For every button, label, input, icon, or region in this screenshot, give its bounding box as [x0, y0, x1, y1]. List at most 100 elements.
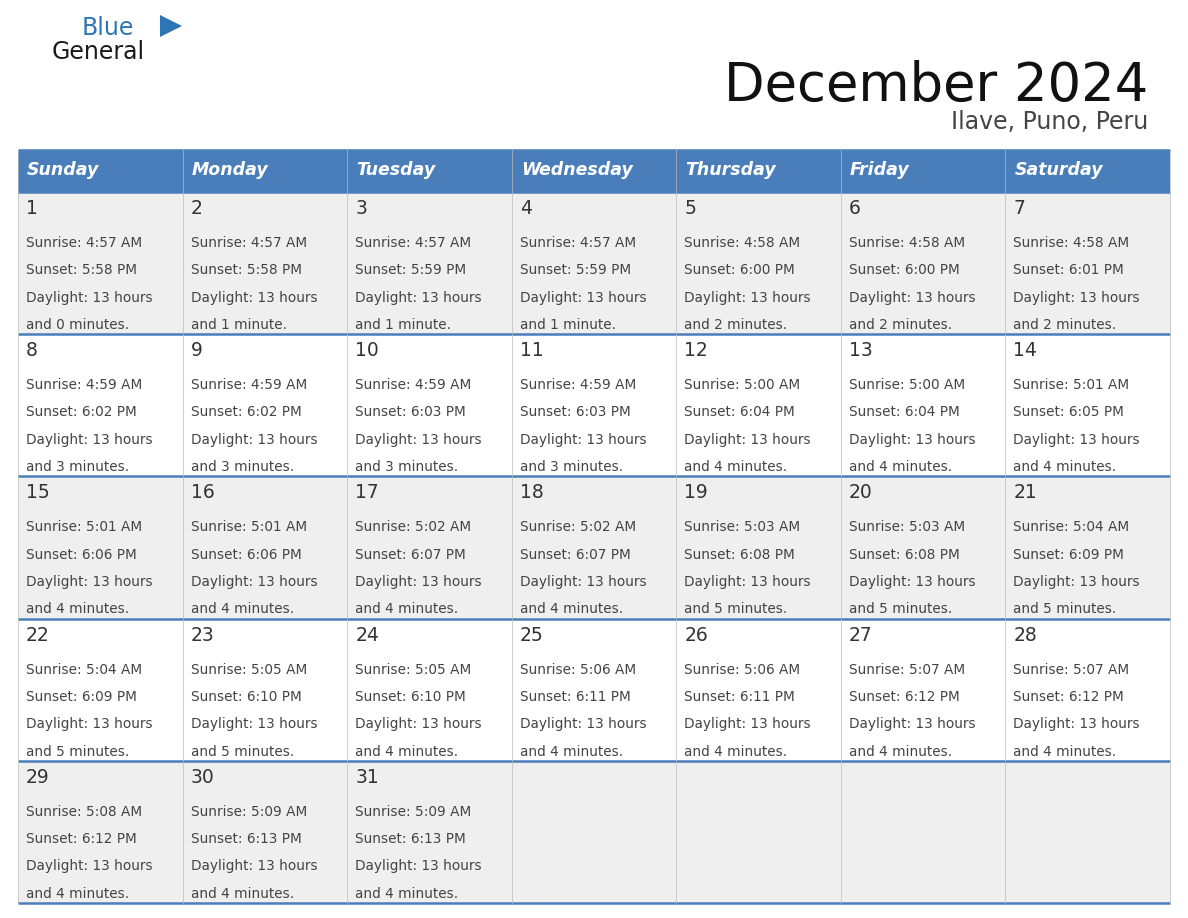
Bar [512, 619, 676, 761]
Text: Daylight: 13 hours: Daylight: 13 hours [1013, 291, 1140, 305]
Text: Daylight: 13 hours: Daylight: 13 hours [849, 291, 975, 305]
Text: and 5 minutes.: and 5 minutes. [1013, 602, 1117, 616]
Text: and 1 minute.: and 1 minute. [190, 318, 286, 332]
Text: Sunset: 6:11 PM: Sunset: 6:11 PM [684, 689, 795, 704]
Text: General: General [52, 40, 145, 64]
Text: Sunrise: 4:57 AM: Sunrise: 4:57 AM [190, 236, 307, 250]
Text: 31: 31 [355, 767, 379, 787]
Text: Daylight: 13 hours: Daylight: 13 hours [1013, 717, 1140, 732]
Text: 19: 19 [684, 484, 708, 502]
Text: and 4 minutes.: and 4 minutes. [1013, 744, 1117, 758]
Bar [18, 334, 183, 476]
Text: and 4 minutes.: and 4 minutes. [684, 744, 788, 758]
Text: 5: 5 [684, 199, 696, 218]
Bar [512, 150, 676, 192]
Text: and 4 minutes.: and 4 minutes. [355, 602, 459, 616]
Text: Daylight: 13 hours: Daylight: 13 hours [26, 432, 152, 447]
Text: 13: 13 [849, 341, 873, 360]
Text: Daylight: 13 hours: Daylight: 13 hours [849, 717, 975, 732]
Text: Sunday: Sunday [27, 161, 100, 179]
Text: Sunrise: 5:09 AM: Sunrise: 5:09 AM [190, 805, 307, 819]
Text: 30: 30 [190, 767, 214, 787]
Text: Sunrise: 5:05 AM: Sunrise: 5:05 AM [355, 663, 472, 677]
Text: and 5 minutes.: and 5 minutes. [190, 744, 293, 758]
Text: 25: 25 [519, 625, 543, 644]
Text: 16: 16 [190, 484, 214, 502]
Bar [1005, 334, 1170, 476]
Text: Sunset: 6:13 PM: Sunset: 6:13 PM [355, 832, 466, 846]
Text: 24: 24 [355, 625, 379, 644]
Bar [676, 192, 841, 334]
Text: Daylight: 13 hours: Daylight: 13 hours [190, 575, 317, 589]
Bar [347, 619, 512, 761]
Text: 2: 2 [190, 199, 202, 218]
Bar [676, 619, 841, 761]
Bar [676, 761, 841, 903]
Text: Sunset: 6:00 PM: Sunset: 6:00 PM [849, 263, 960, 277]
Text: and 2 minutes.: and 2 minutes. [684, 318, 788, 332]
Bar [676, 334, 841, 476]
Text: 27: 27 [849, 625, 873, 644]
Text: and 5 minutes.: and 5 minutes. [26, 744, 129, 758]
Text: and 4 minutes.: and 4 minutes. [849, 744, 952, 758]
Text: Sunset: 6:12 PM: Sunset: 6:12 PM [849, 689, 960, 704]
Text: Sunrise: 5:04 AM: Sunrise: 5:04 AM [26, 663, 143, 677]
Text: Wednesday: Wednesday [520, 161, 632, 179]
Text: Sunrise: 4:58 AM: Sunrise: 4:58 AM [684, 236, 801, 250]
Text: Sunrise: 5:09 AM: Sunrise: 5:09 AM [355, 805, 472, 819]
Bar [18, 192, 183, 334]
Text: Sunset: 6:04 PM: Sunset: 6:04 PM [684, 406, 795, 420]
Text: Sunset: 6:03 PM: Sunset: 6:03 PM [519, 406, 631, 420]
Text: Daylight: 13 hours: Daylight: 13 hours [190, 859, 317, 873]
Text: and 1 minute.: and 1 minute. [355, 318, 451, 332]
Bar [347, 334, 512, 476]
Polygon shape [160, 15, 182, 37]
Text: Sunrise: 4:59 AM: Sunrise: 4:59 AM [26, 378, 143, 392]
Bar [183, 150, 347, 192]
Text: Sunrise: 4:58 AM: Sunrise: 4:58 AM [849, 236, 965, 250]
Text: 29: 29 [26, 767, 50, 787]
Bar [676, 476, 841, 619]
Text: 14: 14 [1013, 341, 1037, 360]
Text: Sunset: 6:01 PM: Sunset: 6:01 PM [1013, 263, 1124, 277]
Text: Sunset: 6:08 PM: Sunset: 6:08 PM [849, 548, 960, 562]
Text: Sunset: 6:12 PM: Sunset: 6:12 PM [26, 832, 137, 846]
Text: Sunset: 6:00 PM: Sunset: 6:00 PM [684, 263, 795, 277]
Text: Sunset: 6:12 PM: Sunset: 6:12 PM [1013, 689, 1124, 704]
Text: Sunset: 6:10 PM: Sunset: 6:10 PM [355, 689, 466, 704]
Text: Daylight: 13 hours: Daylight: 13 hours [355, 717, 482, 732]
Text: Sunset: 5:58 PM: Sunset: 5:58 PM [26, 263, 137, 277]
Bar [1005, 761, 1170, 903]
Bar [183, 334, 347, 476]
Text: and 0 minutes.: and 0 minutes. [26, 318, 129, 332]
Text: 6: 6 [849, 199, 861, 218]
Bar [18, 150, 183, 192]
Text: 18: 18 [519, 484, 543, 502]
Text: and 5 minutes.: and 5 minutes. [684, 602, 788, 616]
Text: 9: 9 [190, 341, 202, 360]
Text: and 2 minutes.: and 2 minutes. [1013, 318, 1117, 332]
Text: Sunset: 6:13 PM: Sunset: 6:13 PM [190, 832, 302, 846]
Text: 28: 28 [1013, 625, 1037, 644]
Text: Daylight: 13 hours: Daylight: 13 hours [849, 575, 975, 589]
Text: Sunset: 6:06 PM: Sunset: 6:06 PM [26, 548, 137, 562]
Bar [183, 192, 347, 334]
Text: Sunset: 6:06 PM: Sunset: 6:06 PM [190, 548, 302, 562]
Text: Sunset: 6:07 PM: Sunset: 6:07 PM [519, 548, 631, 562]
Bar [1005, 150, 1170, 192]
Bar [512, 761, 676, 903]
Text: Daylight: 13 hours: Daylight: 13 hours [1013, 432, 1140, 447]
Text: Sunrise: 5:00 AM: Sunrise: 5:00 AM [849, 378, 965, 392]
Text: Sunrise: 4:57 AM: Sunrise: 4:57 AM [26, 236, 143, 250]
Text: Ilave, Puno, Peru: Ilave, Puno, Peru [950, 110, 1148, 134]
Text: Sunrise: 5:04 AM: Sunrise: 5:04 AM [1013, 521, 1130, 534]
Text: Daylight: 13 hours: Daylight: 13 hours [190, 291, 317, 305]
Text: and 4 minutes.: and 4 minutes. [26, 887, 129, 901]
Bar [347, 476, 512, 619]
Text: and 5 minutes.: and 5 minutes. [849, 602, 952, 616]
Text: Sunset: 6:08 PM: Sunset: 6:08 PM [684, 548, 795, 562]
Text: Sunset: 6:03 PM: Sunset: 6:03 PM [355, 406, 466, 420]
Text: Daylight: 13 hours: Daylight: 13 hours [849, 432, 975, 447]
Text: Sunrise: 5:02 AM: Sunrise: 5:02 AM [355, 521, 472, 534]
Text: December 2024: December 2024 [723, 60, 1148, 112]
